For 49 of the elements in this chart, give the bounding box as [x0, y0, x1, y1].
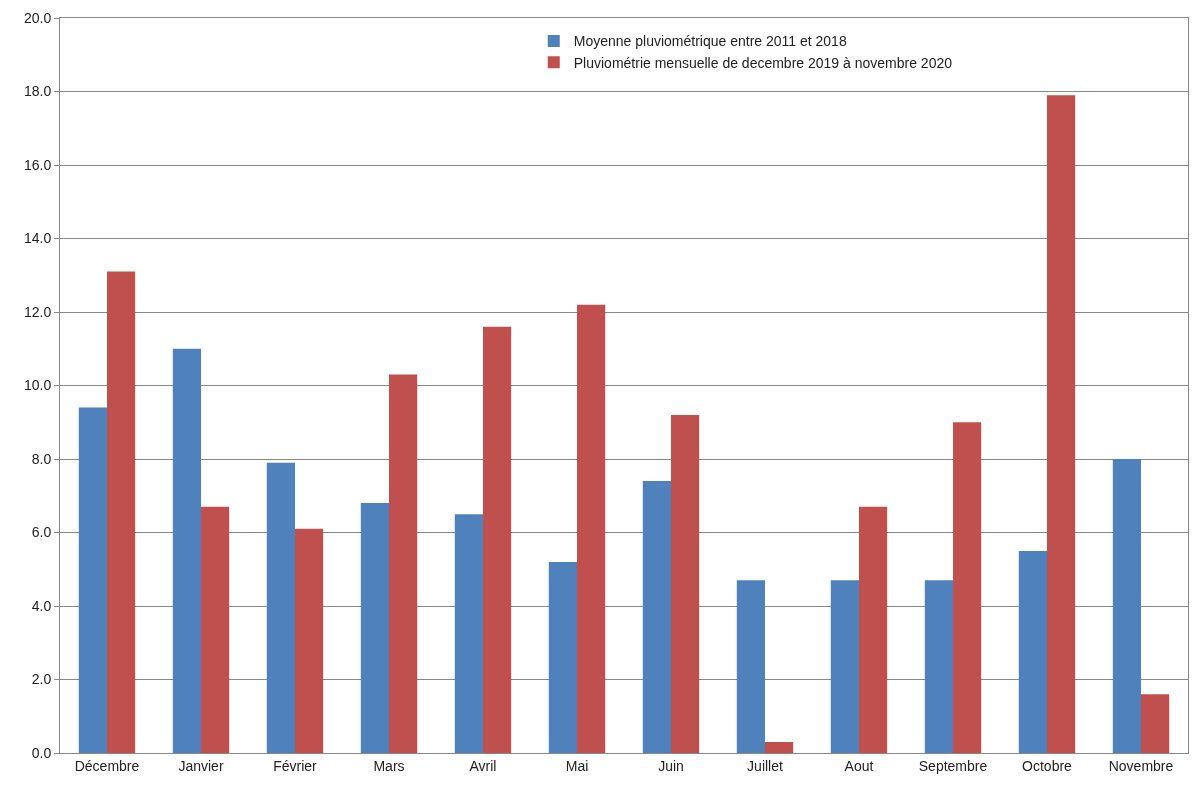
- bar: [454, 514, 483, 753]
- x-tick-label: Octobre: [1022, 757, 1073, 774]
- bar: [736, 580, 765, 753]
- bar: [953, 422, 982, 753]
- x-tick-label: Mai: [565, 757, 589, 774]
- bar: [577, 304, 606, 753]
- x-tick-label: Novembre: [1108, 757, 1174, 774]
- y-tick-label: 20.0: [23, 9, 52, 26]
- legend-label: Moyenne pluviométrique entre 2011 et 2018: [573, 33, 847, 50]
- x-tick-label: Février: [273, 757, 318, 774]
- bar: [859, 506, 888, 753]
- x-tick-label: Aout: [844, 757, 874, 774]
- legend-label: Pluviométrie mensuelle de decembre 2019 à novembre 2020: [573, 54, 953, 71]
- bar: [642, 481, 671, 753]
- bar: [483, 326, 512, 753]
- bar: [360, 503, 389, 753]
- x-tick-label: Avril: [469, 757, 497, 774]
- y-tick-label: 4.0: [31, 597, 52, 614]
- y-tick-label: 18.0: [23, 83, 52, 100]
- bar: [548, 561, 577, 753]
- x-tick-label: Juillet: [747, 757, 783, 774]
- bar: [389, 374, 418, 753]
- y-tick-label: 8.0: [31, 450, 52, 467]
- bar: [1141, 694, 1170, 753]
- bar: [78, 407, 107, 753]
- y-tick-label: 0.0: [31, 744, 52, 761]
- x-tick-label: Septembre: [918, 757, 988, 774]
- x-tick-label: Juin: [658, 757, 684, 774]
- y-tick-label: 16.0: [23, 156, 52, 173]
- bar: [172, 348, 201, 753]
- y-tick-label: 14.0: [23, 230, 52, 247]
- bar: [201, 506, 230, 753]
- y-tick-label: 6.0: [31, 524, 52, 541]
- bar: [924, 580, 953, 753]
- bar: [830, 580, 859, 753]
- bar: [1047, 95, 1076, 753]
- y-tick-label: 2.0: [31, 671, 52, 688]
- bar: [1018, 550, 1047, 753]
- bar: [266, 462, 295, 753]
- bar: [1112, 459, 1141, 753]
- bar: [295, 528, 324, 753]
- bar: [671, 414, 700, 753]
- x-tick-label: Mars: [373, 757, 405, 774]
- bar: [107, 271, 136, 753]
- x-tick-label: Décembre: [74, 757, 140, 774]
- y-tick-label: 10.0: [23, 377, 52, 394]
- x-tick-label: Janvier: [178, 757, 224, 774]
- y-tick-label: 12.0: [23, 303, 52, 320]
- bar: [765, 741, 794, 753]
